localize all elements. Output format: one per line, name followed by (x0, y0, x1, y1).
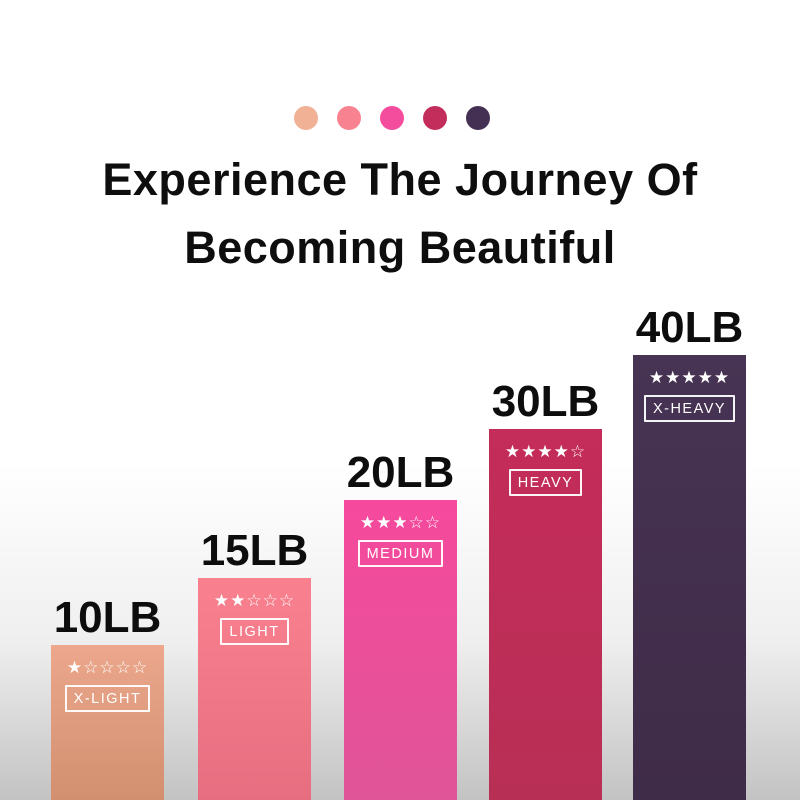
star-rating: ★★★★★ (648, 368, 731, 388)
bar-weight-label: 40LB (635, 303, 744, 352)
star-rating: ★★★☆☆ (359, 513, 442, 533)
palette-dot (380, 106, 404, 130)
resistance-level-badge: LIGHT (220, 618, 289, 645)
bar-weight-label: 10LB (53, 593, 162, 642)
palette-dot (423, 106, 447, 130)
star-rating: ★★☆☆☆ (213, 591, 296, 611)
resistance-band-bar: ★★★★☆ HEAVY (489, 429, 602, 800)
palette-dot (466, 106, 490, 130)
resistance-level-badge: X-HEAVY (643, 395, 736, 422)
bar-group: 40LB ★★★★★ X-HEAVY (633, 303, 746, 800)
bar-group: 10LB ★☆☆☆☆ X-LIGHT (51, 593, 164, 800)
resistance-level-badge: HEAVY (508, 469, 583, 496)
bar-group: 20LB ★★★☆☆ MEDIUM (344, 448, 457, 800)
resistance-band-bar: ★★☆☆☆ LIGHT (198, 578, 311, 800)
bar-weight-label: 20LB (346, 448, 455, 497)
palette-dot (337, 106, 361, 130)
page-title: Experience The Journey Of Becoming Beaut… (0, 146, 800, 282)
resistance-level-badge: MEDIUM (357, 540, 444, 567)
bar-group: 30LB ★★★★☆ HEAVY (489, 377, 602, 800)
resistance-band-bar: ★☆☆☆☆ X-LIGHT (51, 645, 164, 800)
bar-weight-label: 15LB (200, 526, 309, 575)
star-rating: ★☆☆☆☆ (66, 658, 149, 678)
color-palette-dots (0, 106, 792, 130)
title-line-2: Becoming Beautiful (184, 222, 616, 273)
resistance-band-bar: ★★★★★ X-HEAVY (633, 355, 746, 800)
star-rating: ★★★★☆ (504, 442, 587, 462)
resistance-band-bar: ★★★☆☆ MEDIUM (344, 500, 457, 800)
bar-weight-label: 30LB (491, 377, 600, 426)
resistance-level-badge: X-LIGHT (64, 685, 151, 712)
title-line-1: Experience The Journey Of (102, 154, 698, 205)
palette-dot (294, 106, 318, 130)
bar-group: 15LB ★★☆☆☆ LIGHT (198, 526, 311, 800)
